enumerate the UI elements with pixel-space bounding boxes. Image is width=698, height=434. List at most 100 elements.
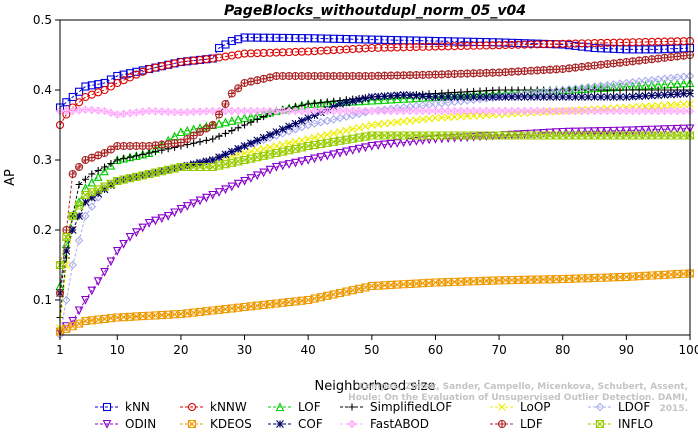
data-point bbox=[348, 125, 357, 134]
data-point bbox=[126, 153, 134, 161]
data-point bbox=[310, 154, 319, 164]
data-point bbox=[476, 111, 484, 120]
data-point bbox=[367, 95, 377, 105]
data-point bbox=[463, 37, 472, 46]
data-point bbox=[457, 93, 465, 101]
data-point bbox=[355, 95, 363, 104]
legend-label: LOF bbox=[298, 400, 321, 414]
data-point bbox=[285, 33, 294, 43]
data-point bbox=[272, 33, 281, 42]
data-point bbox=[425, 36, 434, 45]
data-point bbox=[62, 98, 71, 107]
data-point bbox=[195, 127, 205, 137]
data-point bbox=[81, 295, 90, 305]
data-point bbox=[278, 161, 288, 171]
data-point bbox=[316, 34, 325, 43]
x-tick-label: 1 bbox=[56, 343, 64, 357]
data-point bbox=[635, 92, 643, 101]
data-point bbox=[634, 77, 644, 86]
data-point bbox=[157, 140, 166, 149]
data-point bbox=[469, 112, 478, 120]
data-point bbox=[144, 218, 154, 228]
data-point bbox=[558, 64, 567, 74]
data-point bbox=[75, 98, 84, 107]
data-point bbox=[380, 140, 389, 150]
data-point bbox=[653, 125, 663, 135]
data-point bbox=[412, 116, 421, 124]
data-point bbox=[323, 98, 331, 106]
x-axis-label: Neighborhood size bbox=[315, 379, 436, 394]
y-tick-label: 0.1 bbox=[33, 293, 52, 307]
data-point bbox=[62, 295, 71, 305]
data-point bbox=[373, 141, 383, 151]
data-point bbox=[418, 115, 427, 124]
data-point bbox=[546, 93, 554, 101]
data-point bbox=[138, 223, 148, 233]
data-point bbox=[195, 55, 205, 64]
data-point bbox=[596, 44, 605, 53]
data-point bbox=[234, 35, 243, 44]
data-point bbox=[634, 126, 644, 135]
data-point bbox=[374, 92, 383, 101]
data-point bbox=[132, 67, 141, 76]
data-point bbox=[285, 122, 293, 131]
data-point bbox=[405, 43, 415, 52]
data-point bbox=[335, 45, 345, 54]
data-point bbox=[475, 41, 485, 50]
data-point bbox=[469, 93, 478, 101]
data-point bbox=[514, 40, 523, 49]
x-tick-label: 100 bbox=[679, 343, 698, 357]
data-point bbox=[348, 97, 357, 106]
data-point bbox=[247, 139, 255, 148]
data-point bbox=[577, 62, 586, 71]
data-point bbox=[55, 260, 65, 270]
data-point bbox=[297, 122, 307, 132]
data-point bbox=[157, 107, 167, 116]
data-point bbox=[252, 171, 262, 181]
data-point bbox=[514, 86, 522, 94]
data-point bbox=[622, 78, 631, 88]
data-point bbox=[151, 216, 160, 226]
data-point bbox=[667, 90, 675, 99]
data-point bbox=[278, 48, 287, 57]
data-point bbox=[284, 127, 294, 136]
series-line bbox=[59, 75, 691, 336]
data-point bbox=[139, 150, 147, 158]
data-point bbox=[621, 126, 631, 136]
data-point bbox=[596, 127, 606, 136]
data-point bbox=[234, 84, 243, 93]
data-point bbox=[437, 37, 446, 46]
data-point bbox=[285, 48, 294, 57]
data-point bbox=[227, 36, 236, 46]
data-point bbox=[386, 43, 395, 52]
data-point bbox=[495, 41, 504, 50]
data-point bbox=[303, 155, 313, 165]
data-point bbox=[202, 107, 211, 116]
data-point bbox=[495, 93, 503, 101]
data-point bbox=[112, 110, 122, 119]
data-point bbox=[247, 118, 255, 126]
data-point bbox=[399, 43, 408, 52]
data-point bbox=[68, 260, 78, 270]
data-point bbox=[336, 128, 344, 136]
series-inflo bbox=[55, 131, 695, 270]
data-point bbox=[431, 42, 440, 51]
series-kdeos bbox=[55, 269, 695, 336]
series-line bbox=[59, 135, 690, 266]
data-point bbox=[189, 131, 198, 140]
data-point bbox=[310, 34, 319, 43]
data-point bbox=[411, 137, 421, 146]
data-point bbox=[81, 211, 90, 221]
data-point bbox=[348, 44, 357, 54]
data-point bbox=[132, 152, 140, 160]
data-point bbox=[374, 43, 383, 52]
data-point bbox=[527, 93, 535, 101]
data-point bbox=[119, 109, 128, 119]
x-tick-label: 80 bbox=[555, 343, 570, 357]
data-point bbox=[456, 37, 465, 46]
data-point bbox=[259, 135, 268, 144]
data-point bbox=[673, 100, 682, 109]
data-point bbox=[469, 41, 478, 50]
data-point bbox=[144, 106, 154, 116]
series-line bbox=[59, 128, 691, 332]
